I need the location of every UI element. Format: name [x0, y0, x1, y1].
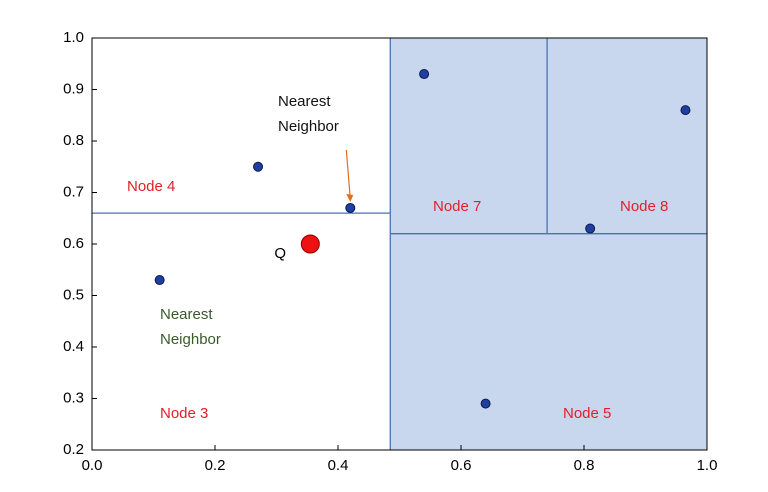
y-tick-label: 0.6: [63, 235, 84, 252]
annotation: Node 5: [563, 405, 611, 422]
query-label: Q: [274, 245, 286, 262]
x-tick-label: 0.8: [574, 457, 595, 474]
y-tick-label: 0.5: [63, 286, 84, 303]
y-tick-label: 1.0: [63, 29, 84, 46]
annotation: Neighbor: [278, 118, 339, 135]
data-point: [154, 275, 165, 286]
annotation: Nearest: [160, 306, 213, 323]
annotation: Node 8: [620, 198, 668, 215]
shaded-region: [390, 38, 707, 450]
y-tick-label: 0.9: [63, 80, 84, 97]
query-point: [300, 234, 320, 254]
annotation: Node 4: [127, 178, 175, 195]
x-tick-label: 1.0: [697, 457, 718, 474]
data-point: [345, 202, 356, 213]
annotation: Nearest: [278, 93, 331, 110]
data-point: [419, 69, 430, 80]
x-tick-label: 0.4: [328, 457, 349, 474]
annotation: Node 3: [160, 405, 208, 422]
arrow: [345, 149, 351, 199]
y-tick-label: 0.3: [63, 389, 84, 406]
annotation: Node 7: [433, 198, 481, 215]
data-point: [480, 398, 491, 409]
x-tick-label: 0.0: [82, 457, 103, 474]
arrow-head: [346, 193, 354, 202]
annotation: Neighbor: [160, 331, 221, 348]
y-tick-label: 0.2: [63, 441, 84, 458]
x-tick-label: 0.6: [451, 457, 472, 474]
y-tick-label: 0.4: [63, 338, 84, 355]
data-point: [253, 161, 264, 172]
y-tick-label: 0.8: [63, 132, 84, 149]
y-tick-label: 0.7: [63, 183, 84, 200]
data-point: [585, 223, 596, 234]
data-point: [680, 105, 691, 116]
x-tick-label: 0.2: [205, 457, 226, 474]
